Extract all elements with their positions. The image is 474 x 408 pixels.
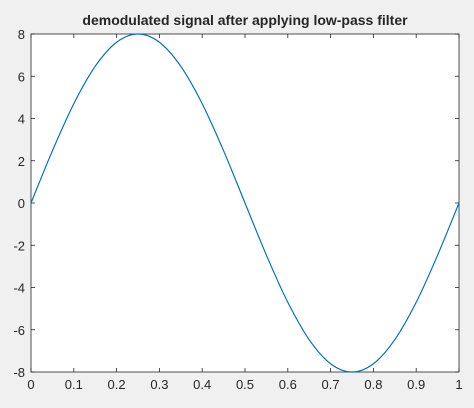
y-tick-label: -4 — [13, 281, 25, 296]
series-line — [30, 33, 460, 373]
y-tick-label: 2 — [18, 154, 25, 169]
x-tick-label: 0.4 — [193, 377, 211, 392]
chart-title: demodulated signal after applying low-pa… — [82, 12, 408, 28]
y-tick-label: 0 — [18, 196, 25, 211]
x-tick-label: 0.1 — [65, 377, 83, 392]
y-tick-label: 4 — [18, 112, 25, 127]
y-axis: -8 -6 -4 -2 0 2 4 6 8 — [13, 27, 459, 380]
x-tick-label: 0 — [27, 377, 34, 392]
x-tick-label: 1 — [455, 377, 462, 392]
x-tick-label: 0.3 — [150, 377, 168, 392]
x-tick-label: 0.7 — [322, 377, 340, 392]
y-tick-label: 8 — [18, 27, 25, 42]
series-layer — [30, 33, 460, 373]
x-tick-label: 0.2 — [108, 377, 126, 392]
y-tick-label: -2 — [13, 238, 25, 253]
x-tick-label: 0.8 — [364, 377, 382, 392]
x-tick-label: 0.6 — [279, 377, 297, 392]
x-axis: 0 0.1 0.2 0.3 0.4 0.5 0.6 0.7 0.8 0.9 1 — [27, 34, 463, 392]
x-tick-label: 0.9 — [407, 377, 425, 392]
y-tick-label: -8 — [13, 365, 25, 380]
x-tick-label: 0.5 — [236, 377, 254, 392]
y-tick-label: -6 — [13, 323, 25, 338]
y-tick-label: 6 — [18, 69, 25, 84]
